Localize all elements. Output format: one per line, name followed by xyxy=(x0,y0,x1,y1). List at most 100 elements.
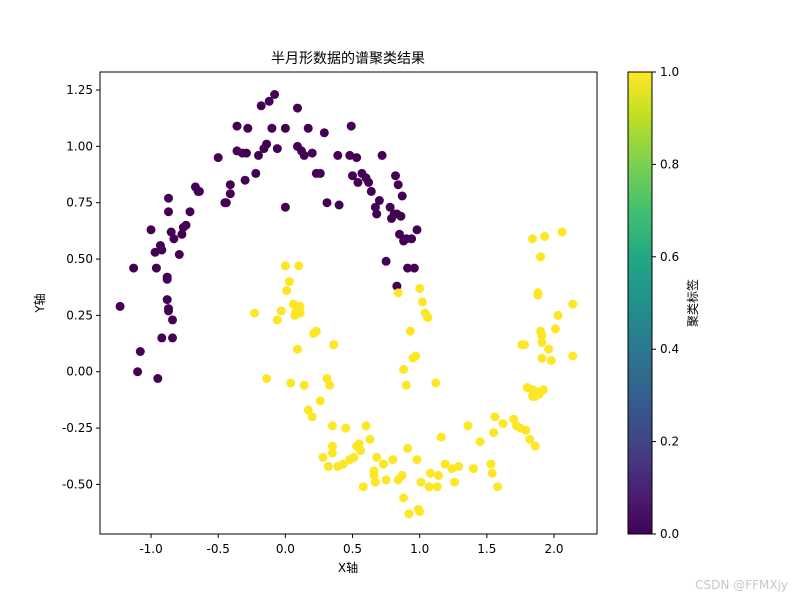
data-point-cluster-1 xyxy=(286,378,296,388)
data-point-cluster-0 xyxy=(392,281,402,291)
colorbar-tick-label: 0.6 xyxy=(660,250,679,264)
x-tick-label: 0.0 xyxy=(276,542,295,556)
data-point-cluster-1 xyxy=(530,441,540,451)
colorbar-tick-label: 0.2 xyxy=(660,435,679,449)
data-point-cluster-1 xyxy=(369,470,379,480)
data-point-cluster-1 xyxy=(403,443,413,453)
data-point-cluster-0 xyxy=(272,144,282,154)
colorbar-label: 聚类标签 xyxy=(685,279,700,327)
data-point-cluster-0 xyxy=(385,202,395,212)
colorbar xyxy=(627,71,653,535)
data-point-cluster-1 xyxy=(327,448,337,458)
y-tick-label: -0.25 xyxy=(62,421,93,435)
data-point-cluster-1 xyxy=(568,351,578,361)
data-point-cluster-0 xyxy=(412,225,422,235)
data-point-cluster-1 xyxy=(405,326,415,336)
data-point-cluster-0 xyxy=(157,333,167,343)
data-point-cluster-1 xyxy=(327,441,337,451)
chart-title: 半月形数据的谱聚类结果 xyxy=(271,51,425,67)
data-point-cluster-1 xyxy=(432,482,442,492)
data-point-cluster-0 xyxy=(168,333,177,343)
data-point-cluster-0 xyxy=(348,171,357,181)
data-point-cluster-1 xyxy=(528,234,537,244)
data-point-cluster-1 xyxy=(475,437,485,447)
data-point-cluster-1 xyxy=(397,470,407,480)
y-axis-ticks: -0.50 -0.25 0.00 0.25 0.50 0.75 1.00 1.25 xyxy=(62,83,100,491)
data-point-cluster-1 xyxy=(315,396,325,406)
data-point-cluster-0 xyxy=(174,250,184,259)
data-point-cluster-1 xyxy=(412,455,422,465)
data-point-cluster-1 xyxy=(544,344,554,354)
data-point-cluster-1 xyxy=(533,290,543,300)
data-point-cluster-0 xyxy=(299,150,309,160)
data-point-cluster-1 xyxy=(318,452,328,462)
data-point-cluster-1 xyxy=(553,310,563,320)
data-point-cluster-1 xyxy=(388,455,398,465)
colorbar-tick-label: 1.0 xyxy=(660,65,679,79)
data-point-cluster-1 xyxy=(284,277,294,287)
data-point-cluster-1 xyxy=(295,301,305,311)
data-point-cluster-0 xyxy=(240,175,250,185)
data-point-cluster-1 xyxy=(323,461,333,471)
data-point-cluster-1 xyxy=(399,493,409,503)
data-point-cluster-1 xyxy=(338,459,348,469)
data-point-cluster-1 xyxy=(307,412,317,422)
data-point-cluster-0 xyxy=(396,211,406,221)
data-point-cluster-0 xyxy=(133,367,143,377)
data-point-cluster-1 xyxy=(537,337,547,347)
data-point-cluster-0 xyxy=(115,301,125,311)
data-point-cluster-1 xyxy=(568,299,578,309)
data-point-cluster-1 xyxy=(378,459,388,469)
y-tick-label: 0.75 xyxy=(66,196,93,210)
data-point-cluster-1 xyxy=(399,365,409,374)
data-point-cluster-1 xyxy=(250,308,259,318)
data-point-cluster-0 xyxy=(377,150,387,160)
data-point-cluster-0 xyxy=(315,168,325,178)
data-point-cluster-1 xyxy=(521,425,531,435)
data-point-cluster-0 xyxy=(381,256,391,266)
data-point-cluster-0 xyxy=(353,177,363,187)
y-tick-label: 1.25 xyxy=(66,83,93,97)
data-point-cluster-1 xyxy=(431,378,441,388)
data-point-cluster-1 xyxy=(293,344,302,354)
data-point-cluster-0 xyxy=(407,234,417,244)
data-point-cluster-0 xyxy=(213,153,223,163)
data-point-cluster-0 xyxy=(409,263,419,273)
data-point-cluster-1 xyxy=(536,252,546,262)
data-point-cluster-0 xyxy=(157,245,167,255)
data-point-cluster-1 xyxy=(272,315,282,325)
colorbar-tick-label: 0.8 xyxy=(660,157,679,171)
data-point-cluster-0 xyxy=(307,148,317,158)
colorbar-tick-label: 0.0 xyxy=(660,527,679,541)
x-tick-label: 1.5 xyxy=(477,542,496,556)
data-point-cluster-0 xyxy=(345,150,355,160)
y-tick-label: 0.00 xyxy=(66,365,93,379)
data-point-cluster-1 xyxy=(401,380,411,390)
data-point-cluster-0 xyxy=(164,306,173,316)
data-point-cluster-1 xyxy=(424,482,434,492)
data-point-cluster-1 xyxy=(468,464,478,474)
data-point-cluster-1 xyxy=(415,283,425,293)
colorbar-tick-label: 0.4 xyxy=(660,342,679,356)
x-tick-label: -0.5 xyxy=(206,542,229,556)
data-point-cluster-1 xyxy=(489,428,499,438)
data-point-cluster-0 xyxy=(319,128,329,138)
watermark: CSDN @FFMXjy xyxy=(695,578,788,592)
data-point-cluster-0 xyxy=(225,189,235,199)
data-point-cluster-0 xyxy=(370,202,380,212)
data-point-cluster-1 xyxy=(537,331,547,341)
data-point-cluster-1 xyxy=(525,434,535,444)
data-point-cluster-0 xyxy=(162,295,172,305)
x-tick-label: 1.0 xyxy=(410,542,429,556)
data-point-cluster-0 xyxy=(146,225,156,235)
data-point-cluster-1 xyxy=(354,439,364,449)
data-point-cluster-1 xyxy=(486,459,496,469)
y-tick-label: -0.50 xyxy=(62,477,93,491)
data-point-cluster-1 xyxy=(557,227,567,237)
data-point-cluster-0 xyxy=(164,193,173,203)
data-point-cluster-1 xyxy=(372,452,382,462)
data-point-cluster-1 xyxy=(356,446,366,456)
data-point-cluster-1 xyxy=(498,419,508,429)
data-point-cluster-0 xyxy=(153,374,163,383)
data-point-cluster-1 xyxy=(358,482,368,492)
